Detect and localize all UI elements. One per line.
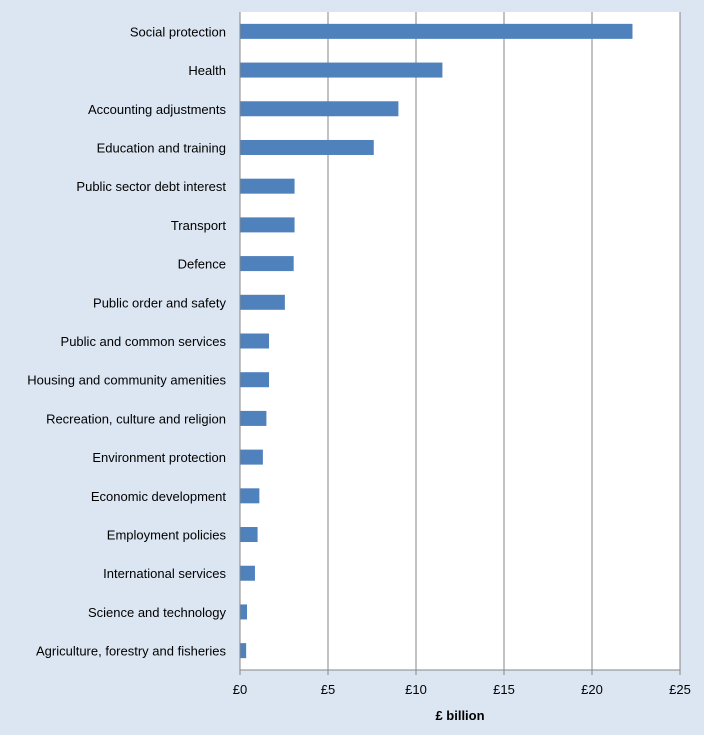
plot-area — [240, 12, 680, 670]
bar — [240, 449, 263, 465]
bar — [240, 488, 260, 504]
bar — [240, 139, 374, 155]
category-label: Education and training — [97, 140, 226, 155]
gridlines — [327, 12, 681, 670]
bar — [240, 256, 294, 272]
category-label: Public order and safety — [93, 295, 226, 310]
bar — [240, 604, 248, 620]
bar — [240, 62, 443, 78]
category-label: Recreation, culture and religion — [46, 411, 226, 426]
category-label: Environment protection — [92, 450, 226, 465]
bars — [240, 23, 633, 659]
category-label: Housing and community amenities — [27, 373, 226, 388]
bar — [240, 643, 247, 659]
x-tick-label: £10 — [405, 682, 427, 697]
category-label: Accounting adjustments — [88, 102, 227, 117]
bar — [240, 372, 270, 388]
x-axis-ticks: £0 £5 £10 £15 £20 £25 — [233, 670, 691, 697]
category-label: Public sector debt interest — [76, 179, 226, 194]
x-tick-label: £25 — [669, 682, 691, 697]
category-label: Economic development — [91, 489, 227, 504]
category-label: Public and common services — [61, 334, 227, 349]
x-tick-label: £5 — [321, 682, 335, 697]
x-tick-label: £0 — [233, 682, 247, 697]
category-label: Transport — [171, 218, 227, 233]
category-labels: Social protection Health Accounting adjust… — [27, 24, 226, 658]
category-label: Health — [188, 63, 226, 78]
category-label: Social protection — [130, 24, 226, 39]
category-label: Defence — [178, 257, 226, 272]
bar — [240, 333, 270, 349]
category-label: Science and technology — [88, 605, 227, 620]
bar — [240, 565, 255, 581]
bar — [240, 217, 295, 233]
bar — [240, 23, 633, 39]
bar — [240, 410, 267, 426]
category-label: Agriculture, forestry and fisheries — [36, 644, 227, 659]
bar — [240, 101, 399, 117]
bar — [240, 294, 285, 310]
category-label: International services — [103, 566, 226, 581]
x-tick-label: £15 — [493, 682, 515, 697]
x-tick-label: £20 — [581, 682, 603, 697]
x-axis-title: £ billion — [435, 708, 484, 723]
category-label: Employment policies — [107, 528, 227, 543]
bar — [240, 178, 295, 194]
bar — [240, 527, 258, 543]
